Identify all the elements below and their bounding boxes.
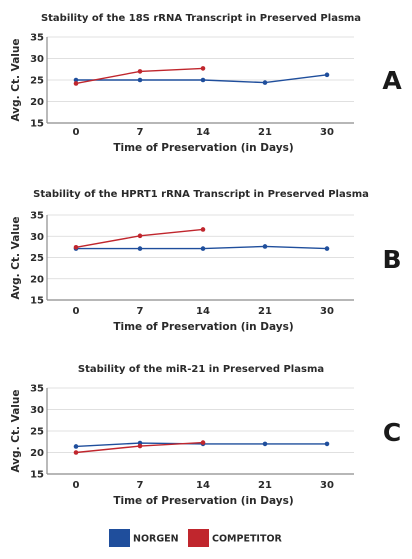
y-tick-label: 20 [30, 448, 44, 459]
y-tick-label: 15 [30, 119, 44, 130]
x-tick-label: 7 [137, 127, 144, 138]
x-tick-label: 14 [196, 306, 210, 317]
legend-label-competitor: COMPETITOR [212, 534, 283, 545]
y-tick-label: 25 [30, 76, 44, 87]
y-tick-label: 35 [30, 211, 44, 222]
y-tick-label: 20 [30, 274, 44, 285]
y-tick-label: 25 [30, 427, 44, 438]
series-norgen-point [200, 246, 206, 251]
x-tick-label: 0 [73, 127, 80, 138]
panel-letter: B [382, 245, 401, 274]
x-axis-title: Time of Preservation (in Days) [113, 142, 293, 154]
series-norgen-point [324, 246, 330, 251]
x-axis-title: Time of Preservation (in Days) [113, 321, 293, 333]
series-norgen-point [262, 80, 268, 85]
x-tick-label: 21 [258, 480, 272, 491]
legend-swatch-norgen [109, 529, 130, 547]
series-norgen-point [200, 77, 206, 83]
series-competitor-point [137, 233, 143, 239]
series-competitor-point [73, 245, 79, 250]
y-axis-title: Avg. Ct. Value [10, 390, 22, 473]
y-tick-label: 20 [30, 97, 44, 108]
x-tick-label: 21 [258, 127, 272, 138]
series-competitor-line [75, 228, 204, 248]
x-tick-label: 0 [73, 480, 80, 491]
y-tick-label: 35 [30, 384, 44, 395]
series-competitor-point [137, 69, 143, 74]
series-norgen-point [73, 444, 79, 449]
x-tick-label: 14 [196, 127, 210, 138]
x-tick-label: 30 [320, 306, 334, 317]
series-norgen-point [137, 246, 143, 251]
series-competitor-point [73, 450, 79, 455]
y-axis-title: Avg. Ct. Value [10, 39, 22, 122]
series-competitor-point [73, 81, 79, 86]
legend-swatch-competitor [188, 529, 209, 547]
panel-letter: C [383, 418, 401, 447]
y-tick-label: 30 [30, 232, 44, 243]
series-norgen-point [262, 244, 268, 249]
x-tick-label: 0 [73, 306, 80, 317]
series-norgen-point [324, 441, 330, 447]
chart-title: Stability of the miR-21 in Preserved Pla… [78, 364, 324, 375]
series-competitor-point [200, 227, 206, 232]
series-norgen-point [324, 72, 330, 78]
panel-letter: A [382, 66, 402, 95]
y-axis-title: Avg. Ct. Value [10, 217, 22, 300]
x-tick-label: 7 [137, 480, 144, 491]
y-tick-label: 30 [30, 405, 44, 416]
y-tick-label: 15 [30, 470, 44, 481]
y-tick-label: 25 [30, 253, 44, 264]
x-tick-label: 30 [320, 127, 334, 138]
x-tick-label: 7 [137, 306, 144, 317]
legend-label-norgen: NORGEN [133, 534, 179, 545]
x-tick-label: 30 [320, 480, 334, 491]
chart-title: Stability of the HPRT1 rRNA Transcript i… [33, 189, 369, 200]
panel-a: Stability of the 18S rRNA Transcript in … [10, 13, 402, 154]
x-tick-label: 21 [258, 306, 272, 317]
chart-title: Stability of the 18S rRNA Transcript in … [41, 13, 361, 24]
y-tick-label: 30 [30, 54, 44, 65]
series-competitor-point [200, 440, 206, 445]
panel-c: Stability of the miR-21 in Preserved Pla… [10, 364, 401, 507]
legend: NORGEN COMPETITOR [109, 529, 283, 547]
series-competitor-point [200, 66, 206, 71]
series-norgen-point [262, 441, 268, 447]
x-axis-title: Time of Preservation (in Days) [113, 495, 293, 507]
panel-b: Stability of the HPRT1 rRNA Transcript i… [10, 189, 402, 333]
x-tick-label: 14 [196, 480, 210, 491]
y-tick-label: 35 [30, 33, 44, 44]
y-tick-label: 15 [30, 296, 44, 307]
series-norgen-point [73, 77, 79, 83]
series-norgen-point [137, 77, 143, 83]
series-competitor-point [137, 443, 143, 449]
